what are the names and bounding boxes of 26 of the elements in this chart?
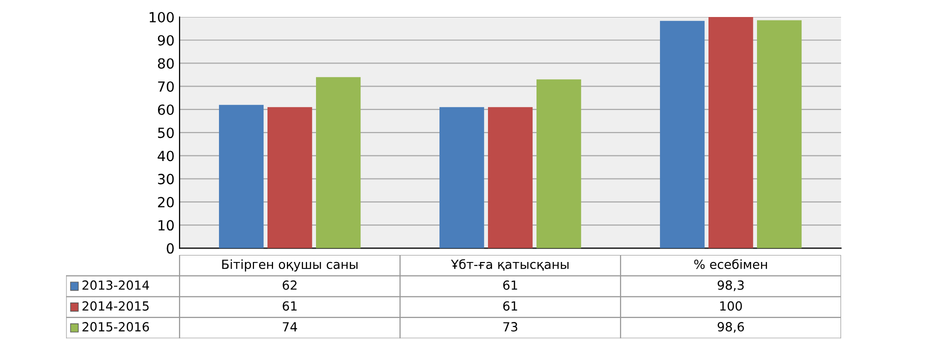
- data-label: 61: [282, 301, 297, 311]
- y-tick-label: 70: [158, 81, 174, 92]
- data-label: 100: [720, 301, 742, 311]
- legend-label: 2015-2016: [82, 322, 149, 332]
- legend-label: 2014-2015: [82, 301, 149, 311]
- y-tick-label: 90: [158, 35, 174, 46]
- y-tick-label: 80: [158, 58, 174, 69]
- data-label: 98,3: [718, 280, 744, 292]
- data-label: 98,6: [718, 322, 744, 333]
- data-label: 73: [503, 322, 518, 332]
- data-label: 62: [282, 280, 296, 290]
- x-tick-label: Ұбт-ға қатысқаны: [450, 259, 568, 271]
- y-tick-label: 40: [158, 150, 174, 162]
- y-tick-label: 0: [166, 243, 174, 254]
- data-label: 61: [503, 301, 518, 311]
- x-tick-label: % есебімен: [694, 259, 767, 270]
- legend-label: 2013-2014: [82, 280, 150, 290]
- x-tick-label: Бітірген оқушы саны: [222, 259, 358, 272]
- data-label: 61: [503, 280, 518, 290]
- y-tick-label: 20: [158, 196, 174, 208]
- data-label: 74: [282, 322, 298, 332]
- y-tick-label: 30: [158, 174, 174, 184]
- y-tick-label: 50: [158, 128, 174, 138]
- y-tick-label: 60: [158, 104, 174, 115]
- y-tick-label: 10: [158, 220, 174, 231]
- y-tick-label: 100: [150, 12, 174, 22]
